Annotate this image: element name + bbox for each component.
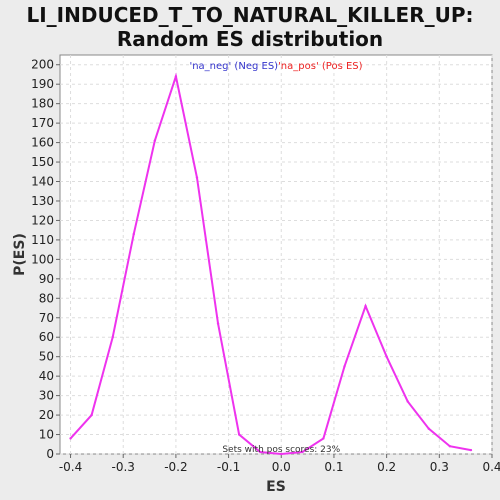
y-tick-label: 40 <box>39 369 54 383</box>
data-point <box>216 322 220 325</box>
data-point <box>364 304 367 308</box>
data-point <box>385 355 388 358</box>
series-group <box>69 72 473 456</box>
x-tick-label: 0.1 <box>324 460 343 474</box>
y-tick-label: 150 <box>31 155 54 169</box>
y-tick-label: 10 <box>39 428 54 442</box>
x-tick-label: -0.2 <box>164 460 187 474</box>
data-point <box>322 437 325 440</box>
x-tick-label: 0.0 <box>272 460 291 474</box>
y-tick-label: 110 <box>31 233 54 247</box>
data-point <box>132 232 135 236</box>
y-tick-label: 170 <box>31 116 54 130</box>
y-tick-label: 60 <box>39 330 54 344</box>
legend: 'na_neg' (Neg ES)'na_pos' (Pos ES) <box>189 61 362 72</box>
x-tick-label: -0.4 <box>59 460 82 474</box>
y-tick-label: 180 <box>31 97 54 111</box>
y-axis-label: P(ES) <box>12 233 28 276</box>
data-point <box>406 400 409 403</box>
data-point <box>343 365 346 368</box>
y-tick-label: 20 <box>39 408 54 422</box>
x-axis-label: ES <box>266 479 286 495</box>
data-point <box>69 437 72 440</box>
annotation-pos-scores: Sets with pos scores: 23% <box>222 445 340 455</box>
y-tick-label: 0 <box>46 447 54 461</box>
data-point <box>427 427 430 430</box>
data-point <box>153 139 157 142</box>
y-tick-label: 100 <box>31 252 54 266</box>
data-point <box>469 448 473 452</box>
data-point <box>280 452 283 456</box>
x-tick-label: 0.3 <box>430 460 449 474</box>
data-point <box>258 450 262 454</box>
x-tick-label: 0.4 <box>482 460 500 474</box>
y-tick-label: 90 <box>39 272 54 286</box>
x-tick-label: -0.3 <box>112 460 135 474</box>
y-axis-ticks: 0 10 20 30 40 50 60 70 80 90 100 110 120 130 140 150 160… <box>31 58 60 461</box>
legend-pos: 'na_pos' (Pos ES) <box>278 61 363 72</box>
y-tick-label: 50 <box>39 350 54 364</box>
y-tick-label: 160 <box>31 136 54 150</box>
data-point <box>448 445 452 448</box>
data-point <box>301 450 304 454</box>
y-tick-label: 140 <box>31 175 54 189</box>
y-tick-label: 130 <box>31 194 54 208</box>
x-tick-label: 0.2 <box>377 460 396 474</box>
x-axis-ticks: -0.4 -0.3 -0.2 -0.1 0.0 0.1 0.2 0.3 0.4 <box>59 454 500 474</box>
chart-title-line1: LI_INDUCED_T_TO_NATURAL_KILLER_UP: <box>27 3 474 27</box>
y-tick-label: 200 <box>31 58 54 72</box>
x-tick-label: -0.1 <box>217 460 240 474</box>
legend-neg: 'na_neg' (Neg ES) <box>189 61 278 72</box>
y-tick-label: 190 <box>31 77 54 91</box>
data-point <box>90 413 93 417</box>
plot-area <box>59 54 493 455</box>
y-tick-label: 120 <box>31 213 54 227</box>
y-tick-label: 70 <box>39 311 54 325</box>
y-tick-label: 30 <box>39 389 54 403</box>
data-point <box>174 75 178 78</box>
series-line <box>69 72 472 456</box>
y-tick-label: 80 <box>39 291 54 305</box>
data-point <box>111 336 114 339</box>
chart-title-line2: Random ES distribution <box>117 27 383 51</box>
data-point <box>195 176 199 179</box>
data-point <box>237 433 241 436</box>
